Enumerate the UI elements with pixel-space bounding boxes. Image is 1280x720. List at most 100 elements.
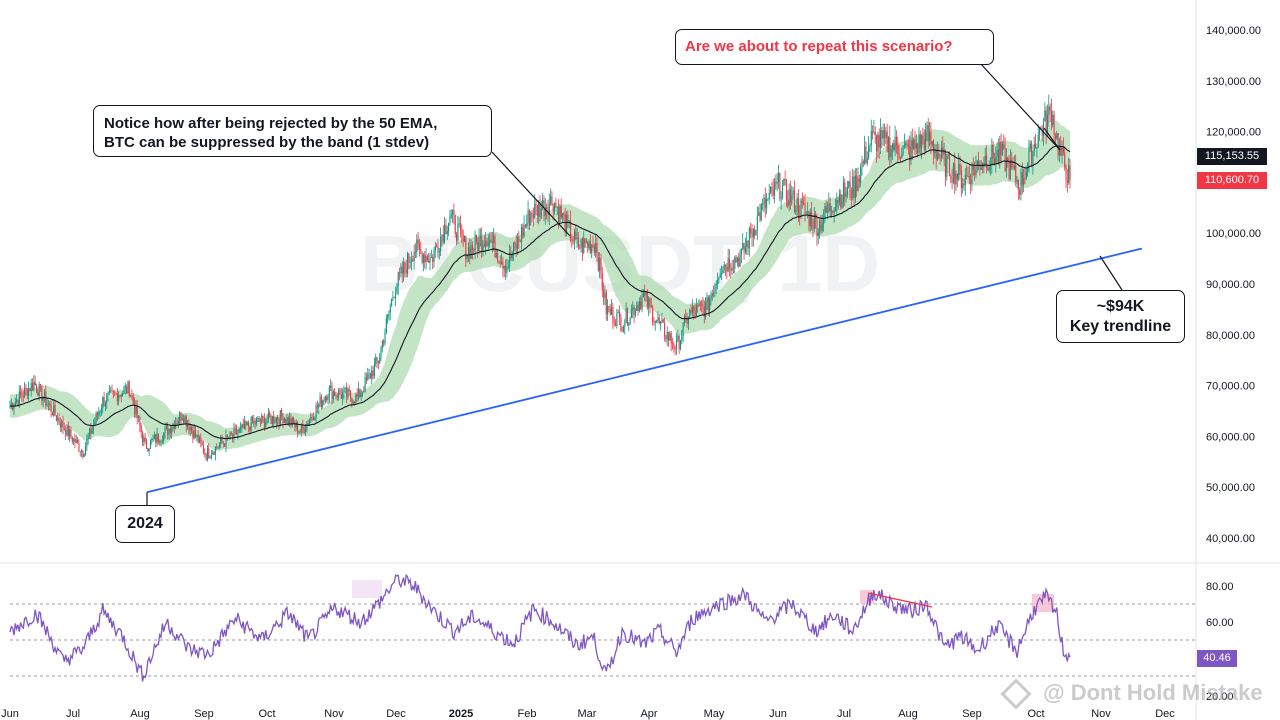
- candle-body: [911, 140, 913, 149]
- candle-body: [507, 267, 509, 269]
- candle-body: [604, 292, 606, 299]
- candle-body: [322, 400, 324, 407]
- candle-body: [980, 167, 982, 170]
- candle-body: [770, 186, 772, 193]
- candle-body: [442, 234, 444, 243]
- trendline-callout[interactable]: ~$94K Key trendline: [1056, 290, 1185, 343]
- candle-body: [269, 412, 271, 417]
- candle-body: [103, 397, 105, 406]
- candle-body: [58, 417, 60, 423]
- candle-body: [238, 428, 240, 433]
- candle-body: [524, 225, 527, 227]
- candle-body: [636, 305, 638, 312]
- candle-body: [481, 236, 483, 251]
- candle-body: [518, 237, 520, 241]
- candle-body: [311, 416, 313, 418]
- candle-body: [180, 412, 182, 421]
- candle-body: [711, 293, 713, 296]
- candle-body: [940, 147, 943, 158]
- candle-body: [585, 242, 587, 244]
- candle-body: [424, 254, 426, 263]
- candle-body: [445, 224, 447, 234]
- candle-body: [324, 396, 326, 402]
- candle-body: [501, 261, 503, 264]
- candle-body: [108, 390, 110, 393]
- candle-body: [833, 210, 835, 213]
- candle-body: [271, 416, 273, 424]
- candle-body: [572, 240, 574, 242]
- question-callout[interactable]: Are we about to repeat this scenario?: [675, 29, 994, 65]
- candle-body: [801, 200, 803, 203]
- candle-body: [1027, 162, 1029, 172]
- candle-body: [416, 239, 418, 253]
- candle-body: [138, 416, 140, 418]
- candle-body: [75, 439, 77, 443]
- candle-body: [514, 242, 516, 245]
- candle-body: [426, 255, 428, 261]
- candle-body: [841, 201, 843, 208]
- candle-body: [177, 420, 179, 424]
- candle-body: [407, 253, 409, 274]
- candle-body: [887, 137, 890, 153]
- candle-body: [522, 227, 524, 237]
- candle-body: [845, 194, 847, 197]
- candle-body: [234, 428, 236, 430]
- candle-body: [299, 431, 301, 433]
- rsi-partial-tick: 20.00: [1206, 691, 1234, 703]
- candle-body: [344, 388, 346, 390]
- candle-body: [387, 314, 389, 319]
- candle-body: [1054, 134, 1057, 139]
- candle-body: [795, 210, 797, 212]
- candle-body: [1036, 147, 1038, 149]
- candle-body: [992, 144, 994, 159]
- candle-body: [840, 193, 842, 208]
- year-2024-callout[interactable]: 2024: [115, 505, 175, 543]
- candle-body: [1001, 144, 1004, 156]
- credit-watermark: @ Dont Hold Mistake: [1000, 678, 1263, 710]
- candle-body: [277, 417, 279, 421]
- candle-body: [653, 322, 655, 324]
- candle-body: [1035, 143, 1037, 149]
- candle-body: [1066, 180, 1068, 183]
- candle-body: [1048, 106, 1050, 115]
- price-tick-label: 90,000.00: [1206, 279, 1255, 291]
- candle-body: [968, 175, 970, 180]
- candle-body: [1062, 146, 1064, 153]
- notice-callout[interactable]: Notice how after being rejected by the 5…: [93, 105, 492, 157]
- candle-body: [470, 245, 472, 259]
- candle-body: [779, 172, 781, 199]
- candle-body: [157, 433, 159, 442]
- candle-body: [728, 258, 731, 269]
- candle-body: [988, 165, 990, 171]
- candle-body: [519, 240, 521, 243]
- candle-body: [350, 391, 352, 398]
- candle-body: [436, 245, 438, 247]
- candle-body: [1016, 180, 1018, 183]
- candle-body: [167, 426, 169, 435]
- candle-body: [49, 403, 51, 405]
- candle-body: [136, 405, 138, 418]
- candle-body: [902, 145, 904, 155]
- candle-body: [566, 214, 568, 233]
- candle-body: [914, 139, 916, 149]
- candle-body: [709, 299, 711, 311]
- candle-body: [891, 143, 894, 150]
- candle-body: [683, 316, 686, 324]
- candle-body: [997, 149, 1000, 162]
- candle-body: [909, 146, 911, 161]
- candle-body: [948, 154, 951, 177]
- candle-body: [625, 307, 627, 323]
- candle-body: [510, 253, 512, 259]
- candle-body: [975, 165, 977, 175]
- candle-body: [584, 238, 586, 244]
- candle-body: [717, 279, 719, 284]
- candle-body: [1065, 167, 1067, 181]
- candle-body: [890, 149, 892, 158]
- candle-body: [792, 190, 794, 196]
- candle-body: [428, 260, 430, 263]
- candle-body: [490, 239, 492, 242]
- candle-body: [1057, 133, 1059, 156]
- candle-body: [848, 181, 850, 188]
